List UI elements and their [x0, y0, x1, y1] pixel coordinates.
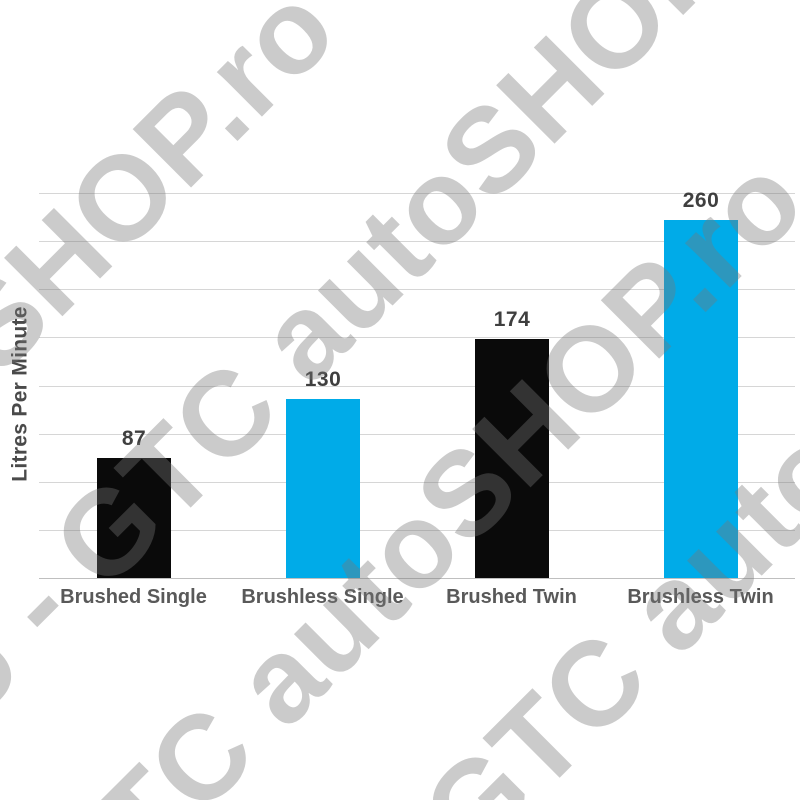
x-axis-label-brushless-twin: Brushless Twin — [627, 586, 774, 608]
gridline — [39, 434, 795, 435]
bar-value-label: 260 — [682, 189, 720, 212]
x-axis-label-brushless-single: Brushless Single — [241, 586, 404, 608]
bar-value-label: 130 — [304, 368, 342, 391]
bar-value-label: 174 — [493, 308, 531, 331]
x-axis-label-brushed-single: Brushed Single — [60, 586, 207, 608]
gridline — [39, 337, 795, 338]
gridline-baseline — [39, 578, 795, 579]
bar-brushless-single — [286, 399, 360, 578]
gridline — [39, 289, 795, 290]
y-axis-title-container: Litres Per Minute — [0, 296, 42, 492]
bar-brushed-twin — [475, 339, 549, 578]
x-axis-labels: Brushed Single Brushless Single Brushed Tw… — [39, 586, 795, 616]
gridline — [39, 530, 795, 531]
x-axis-label-brushed-twin: Brushed Twin — [446, 586, 577, 608]
bar-brushed-single — [97, 458, 171, 578]
plot-area: 87 130 174 260 — [39, 189, 795, 579]
bar-brushless-twin — [664, 220, 738, 578]
gridline — [39, 482, 795, 483]
bar-value-label: 87 — [121, 427, 147, 450]
y-axis-title: Litres Per Minute — [9, 306, 32, 482]
gridline — [39, 193, 795, 194]
gridline — [39, 241, 795, 242]
gridline — [39, 386, 795, 387]
